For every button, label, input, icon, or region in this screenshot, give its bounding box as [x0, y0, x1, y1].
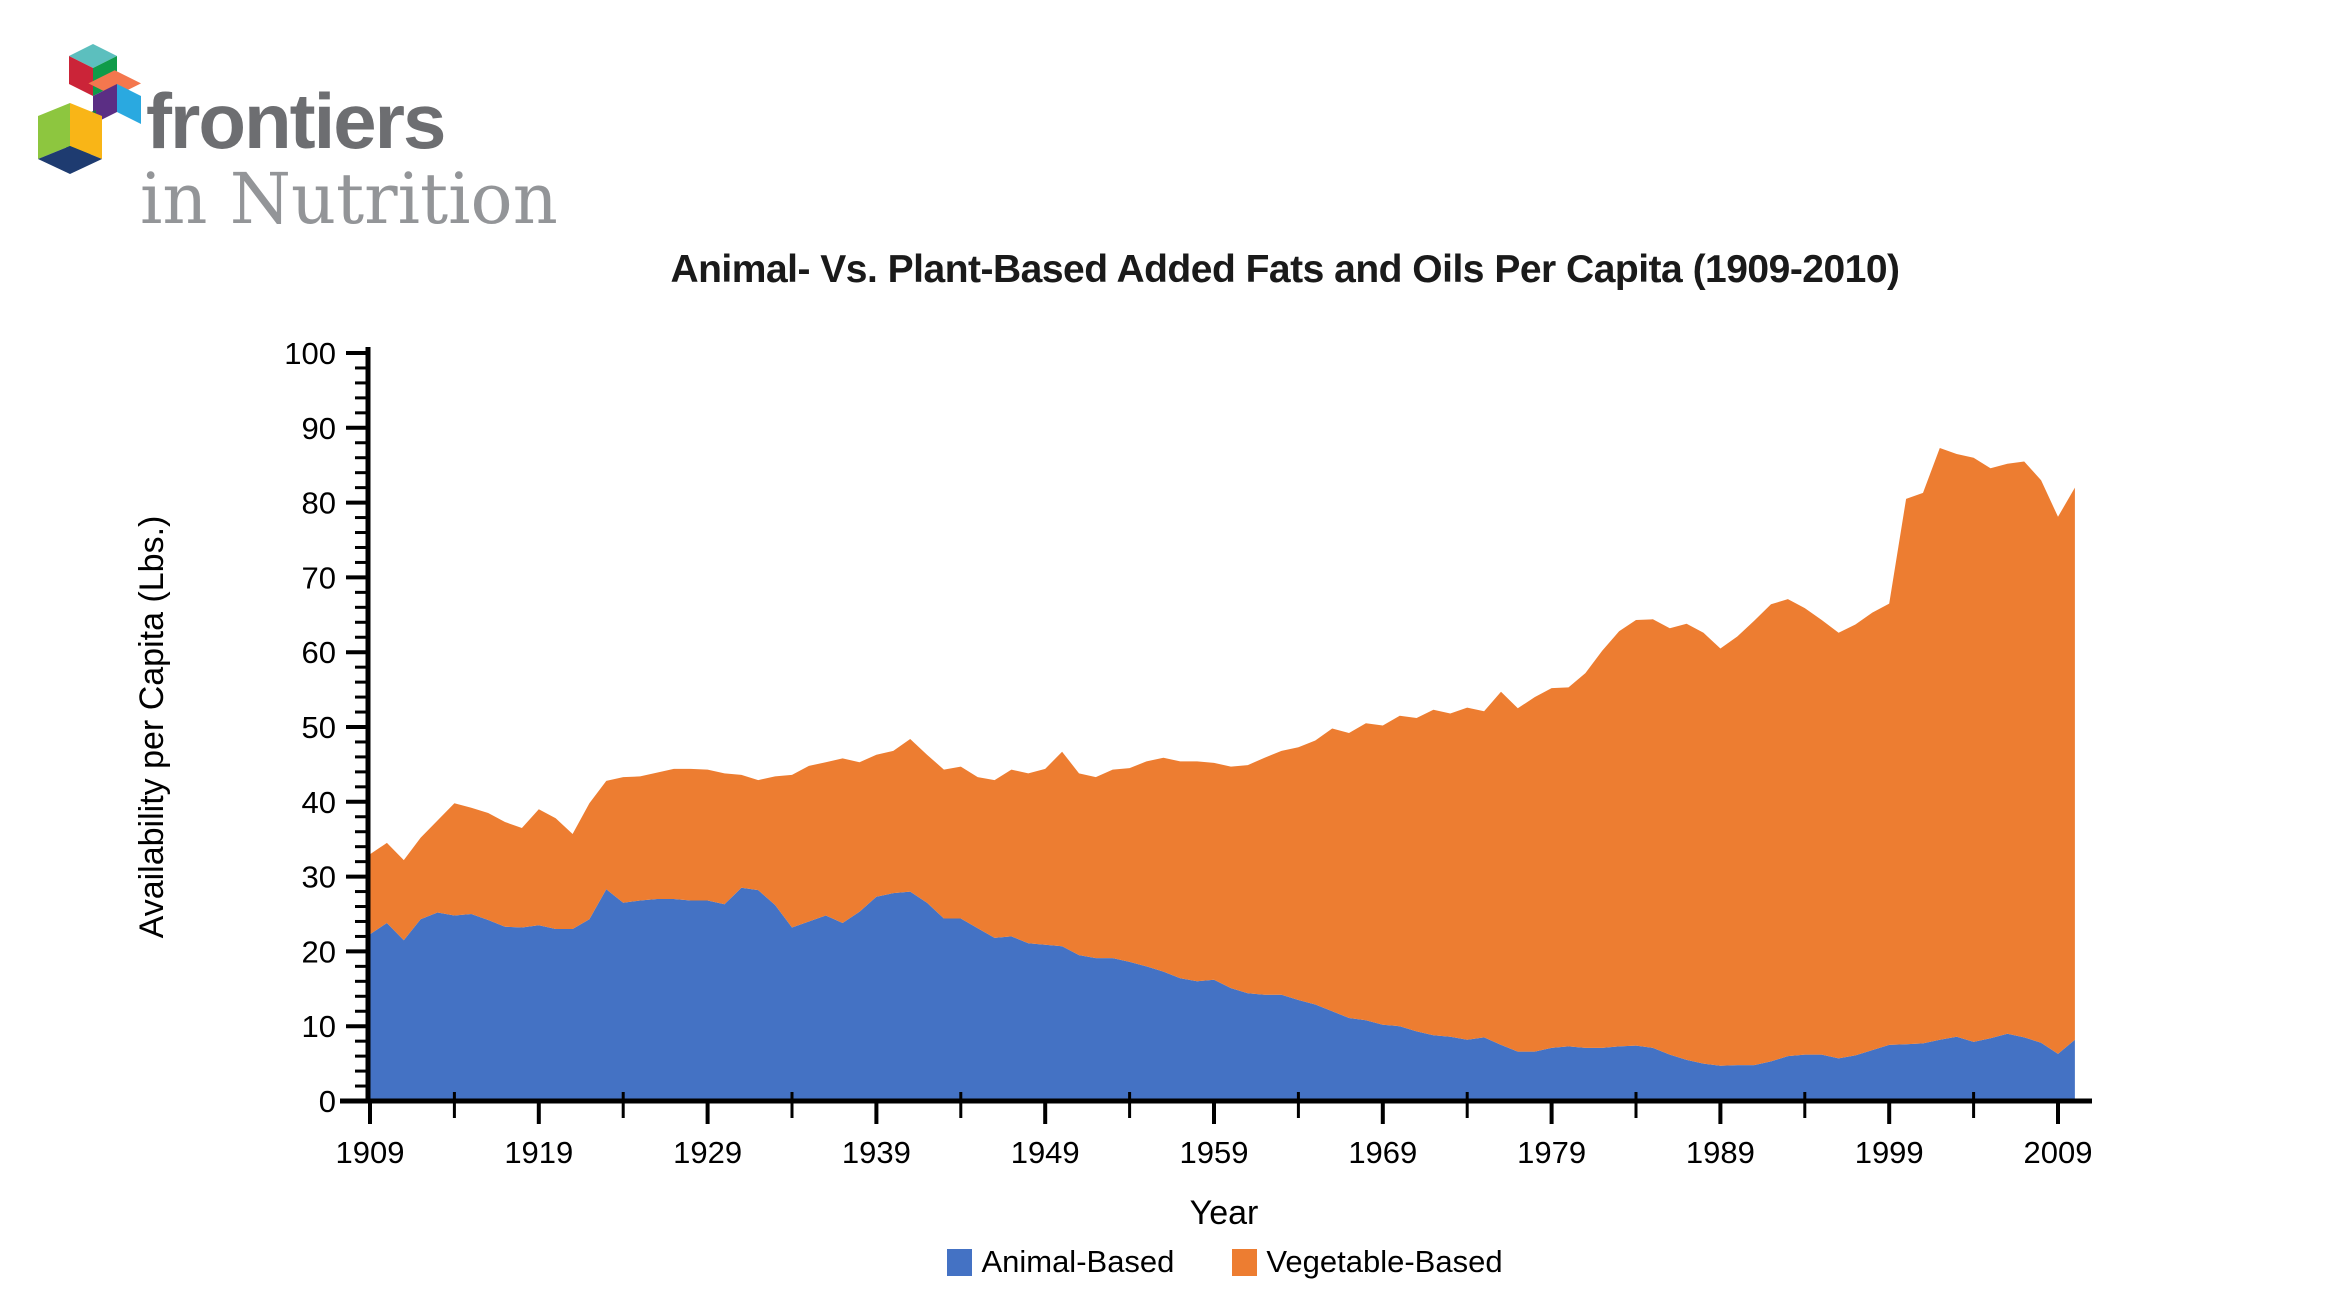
x-tick-label: 1989: [1686, 1135, 1755, 1170]
animal-based-swatch-icon: [947, 1248, 973, 1276]
x-axis-title: Year: [1189, 1194, 1259, 1232]
vegetable-based-swatch-icon: [1232, 1248, 1258, 1276]
legend-label-animal: Animal-Based: [981, 1244, 1175, 1279]
animal-based-area: [370, 887, 2075, 1101]
x-tick-label: 1919: [504, 1135, 573, 1170]
x-tick-label: 1929: [673, 1135, 742, 1170]
vegetable-based-area: [370, 448, 2075, 1066]
chart-legend: Animal-Based Vegetable-Based: [750, 1244, 1700, 1280]
y-tick-label: 80: [302, 486, 336, 521]
logo-journal-text: in Nutrition: [140, 158, 558, 240]
frontiers-cubes-icon: [38, 44, 142, 174]
y-tick-label: 90: [302, 411, 336, 446]
y-tick-label: 20: [302, 934, 336, 969]
x-tick-label: 1909: [336, 1135, 405, 1170]
x-tick-label: 1959: [1180, 1135, 1249, 1170]
frontiers-logo: frontiers in Nutrition: [28, 20, 648, 240]
y-tick-label: 70: [302, 560, 336, 595]
legend-item-animal: Animal-Based: [947, 1244, 1174, 1280]
y-tick-label: 100: [284, 336, 336, 371]
x-tick-label: 1969: [1348, 1135, 1417, 1170]
y-tick-label: 10: [302, 1009, 336, 1044]
x-tick-label: 2009: [2024, 1135, 2093, 1170]
legend-item-vegetable: Vegetable-Based: [1232, 1244, 1503, 1280]
legend-label-vegetable: Vegetable-Based: [1266, 1244, 1503, 1279]
chart-title: Animal- Vs. Plant-Based Added Fats and O…: [670, 248, 1900, 291]
y-tick-label: 0: [319, 1084, 336, 1119]
y-tick-label: 50: [302, 710, 336, 745]
x-tick-label: 1949: [1011, 1135, 1080, 1170]
y-tick-label: 30: [302, 860, 336, 895]
x-tick-label: 1979: [1517, 1135, 1586, 1170]
y-tick-label: 60: [302, 635, 336, 670]
logo-brand-text: frontiers: [146, 77, 446, 165]
y-tick-label: 40: [302, 785, 336, 820]
x-tick-label: 1939: [842, 1135, 911, 1170]
x-tick-label: 1999: [1855, 1135, 1924, 1170]
